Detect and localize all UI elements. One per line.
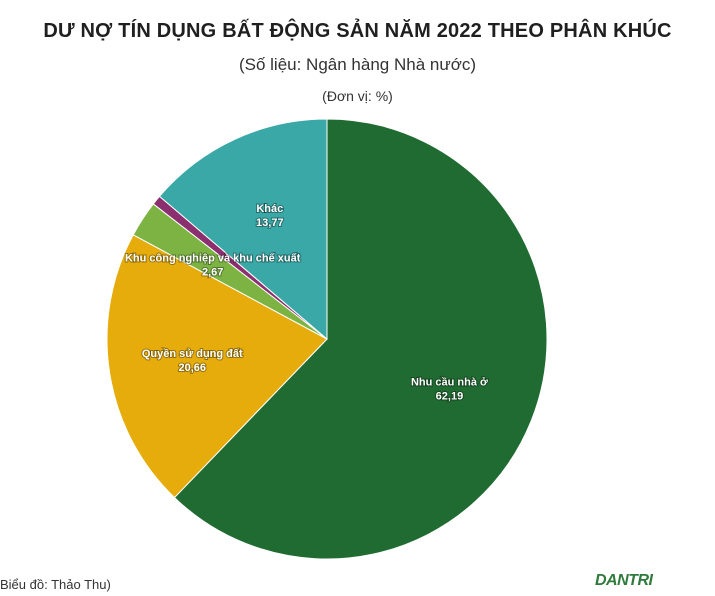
pie-slice-nhu-cau-nha-o [173, 118, 548, 560]
slice-label-khac: Khác [256, 203, 283, 215]
slice-value-quyen-su-dung-dat: 20,66 [178, 362, 206, 374]
pie-labels: Nhu cầu nhà ở 62,19 Quyền sử dụng đất 20,66… [124, 202, 489, 403]
chart-title: DƯ NỢ TÍN DỤNG BẤT ĐỘNG SẢN NĂM 2022 THE… [43, 20, 672, 42]
chart-subtitle: (Số liệu: Ngân hàng Nhà nước) [238, 55, 477, 74]
slice-value-khac: 13,77 [256, 217, 284, 229]
slice-label-khu-cong-nghiep-va-khu-che-xuat: Khu công nghiệp và khu chế xuất [125, 253, 301, 265]
pie-slice-quyen-su-dung-dat [106, 234, 328, 499]
pie-slices [106, 118, 548, 560]
slice-label-quyen-su-dung-dat: Quyền sử dụng đất [142, 348, 243, 360]
slice-value-nhu-cau-nha-o: 62,19 [436, 390, 464, 402]
chart-credit: Biểu đồ: Thảo Thu) [0, 577, 111, 592]
pie-slice-khac [158, 118, 328, 341]
chart-unit: (Đơn vị: %) [322, 88, 393, 104]
slice-label-nhu-cau-nha-o: Nhu cầu nhà ở [411, 376, 488, 388]
dantri-logo: DANTRI [595, 572, 653, 589]
slice-value-khu-cong-nghiep-va-khu-che-xuat: 2,67 [202, 267, 223, 279]
